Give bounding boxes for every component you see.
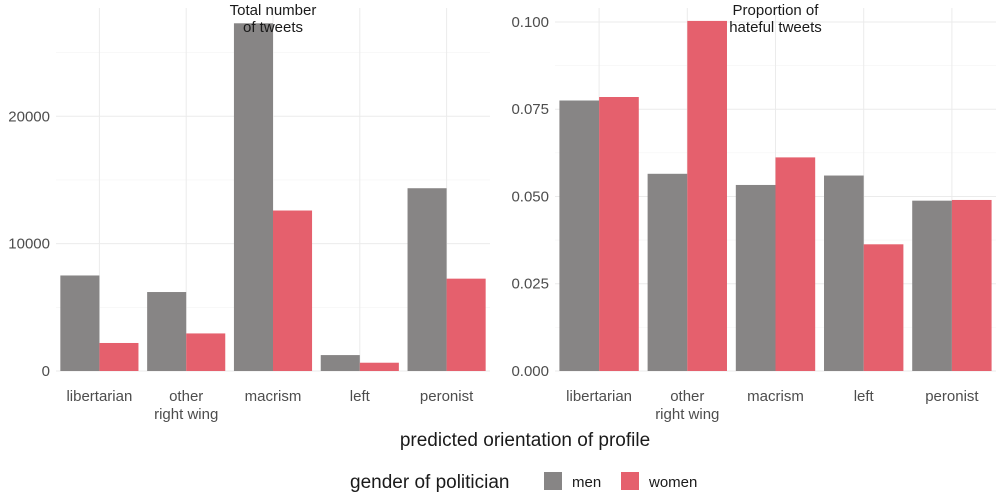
y-tick-label: 0.075 [511, 101, 549, 118]
panel-title: Proportion of hateful tweets [729, 2, 822, 36]
legend-title: gender of politician [350, 472, 510, 493]
y-tick-label: 0.100 [511, 14, 549, 31]
x-tick-label: macrism [245, 388, 302, 405]
bar-men [735, 184, 776, 371]
y-tick-label: 0.050 [511, 188, 549, 205]
y-tick-label: 0 [42, 363, 50, 380]
bar-men [60, 275, 100, 371]
bar-men [647, 173, 688, 371]
legend: gender of politician men women [350, 472, 697, 493]
panel-1: 0 10000 20000 libertarian other right wing mac… [8, 2, 490, 423]
x-tick-label: macrism [747, 388, 804, 405]
legend-swatch-women [621, 472, 639, 490]
bar-men [233, 23, 273, 371]
x-tick-label: other right wing [154, 388, 218, 423]
x-tick-label: peronist [420, 388, 474, 405]
y-tick-label: 0.000 [511, 363, 549, 380]
bar-men [824, 175, 864, 371]
x-tick-label: libertarian [66, 388, 132, 405]
x-tick-label: left [854, 388, 875, 405]
bar-men [320, 355, 360, 371]
legend-label-men: men [572, 474, 601, 491]
y-tick-label: 20000 [8, 108, 50, 125]
chart-panels: 0 10000 20000 libertarian other right wing mac… [8, 2, 996, 423]
bar-men [559, 100, 600, 372]
bar-women [775, 157, 816, 371]
bar-women [599, 97, 639, 371]
x-tick-label: libertarian [566, 388, 632, 405]
bar-women [687, 20, 727, 371]
x-tick-label: other right wing [655, 388, 719, 423]
bar-women [273, 210, 313, 371]
bar-women [186, 333, 226, 371]
bar-women [446, 278, 486, 371]
bar-men [147, 292, 187, 371]
x-tick-label: left [350, 388, 371, 405]
y-tick-label: 0.025 [511, 276, 549, 293]
bar-men [912, 200, 952, 371]
panel-title: Total number of tweets [230, 2, 317, 36]
bar-men [407, 188, 447, 371]
y-tick-label: 10000 [8, 236, 50, 253]
legend-swatch-men [544, 472, 562, 490]
bar-women [951, 199, 992, 371]
x-axis-label: predicted orientation of profile [400, 430, 650, 451]
bar-women [99, 342, 139, 371]
bar-women [863, 244, 904, 371]
legend-label-women: women [648, 474, 697, 491]
x-tick-label: peronist [925, 388, 979, 405]
panel-2: 0.000 0.025 0.050 0.075 0.100 libertarian othe… [511, 2, 996, 423]
bar-women [359, 362, 399, 371]
